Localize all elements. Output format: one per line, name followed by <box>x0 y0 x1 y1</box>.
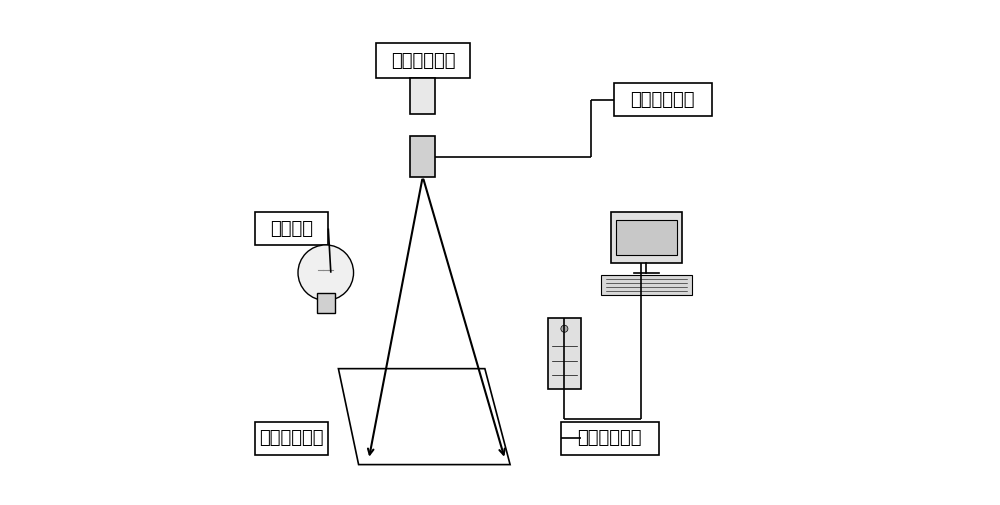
FancyBboxPatch shape <box>611 212 682 263</box>
Text: 分选控制模块: 分选控制模块 <box>578 429 642 447</box>
FancyBboxPatch shape <box>410 78 435 114</box>
FancyBboxPatch shape <box>376 43 470 78</box>
FancyBboxPatch shape <box>255 212 328 245</box>
FancyBboxPatch shape <box>255 422 328 454</box>
Circle shape <box>298 245 354 300</box>
Circle shape <box>561 325 568 332</box>
FancyBboxPatch shape <box>616 220 677 255</box>
Text: 光照系统: 光照系统 <box>270 220 313 237</box>
FancyBboxPatch shape <box>548 318 581 389</box>
FancyBboxPatch shape <box>317 293 335 313</box>
FancyBboxPatch shape <box>561 422 659 454</box>
FancyBboxPatch shape <box>410 136 435 177</box>
FancyBboxPatch shape <box>601 275 692 295</box>
FancyBboxPatch shape <box>614 83 712 116</box>
Text: 彩色工业相机: 彩色工业相机 <box>391 52 455 70</box>
Text: 太阳能电池片: 太阳能电池片 <box>259 429 324 447</box>
Text: 图像处理模块: 图像处理模块 <box>631 91 695 109</box>
